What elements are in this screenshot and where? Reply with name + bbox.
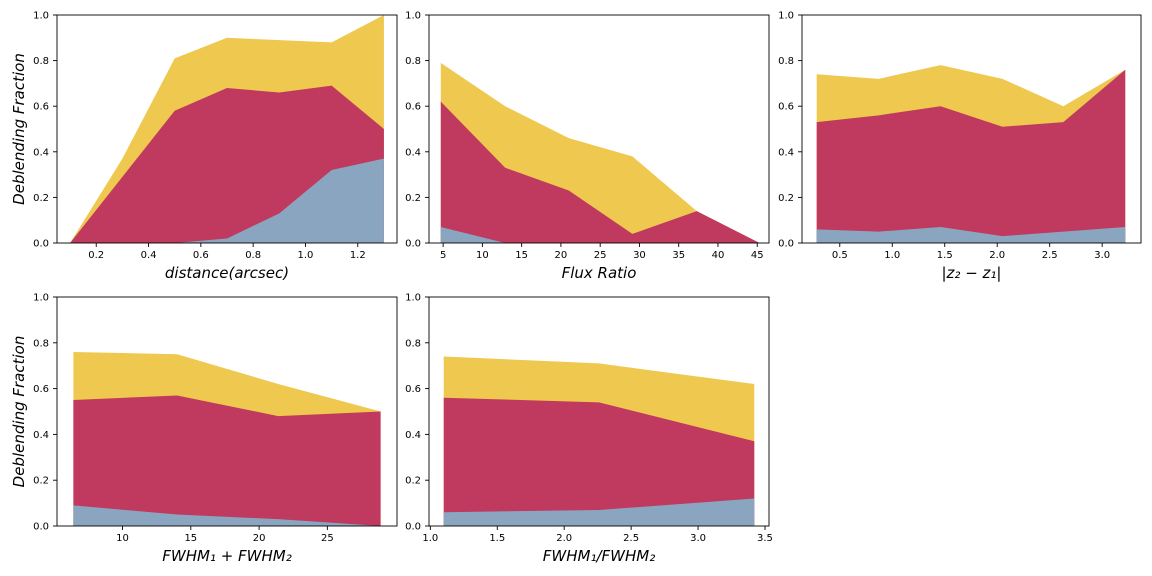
area-red-layer	[443, 397, 755, 526]
x-axis-label: FWHM₁/FWHM₂	[543, 547, 655, 565]
y-axis-label: Deblending Fraction	[10, 53, 28, 205]
x-tick-label: 2.5	[623, 533, 639, 544]
x-tick-label: 3.0	[690, 533, 706, 544]
x-axis-label: |z₂ − z₁|	[942, 264, 1002, 282]
subplot-3: 0.5 1.0 1.5 2.0 2.5 3.0 0.0 0.2 0.4 0.6 0.8 1.0 |z₂ …	[778, 11, 1142, 282]
x-tick-label: 25	[321, 533, 334, 544]
y-tick-label: 0.0	[33, 239, 49, 250]
y-tick-label: 0.2	[405, 193, 421, 204]
x-tick-label: 25	[594, 250, 607, 261]
y-tick-label: 0.6	[33, 384, 49, 395]
x-tick-label: 2.5	[1042, 250, 1058, 261]
x-axis-label: distance(arcsec)	[165, 264, 289, 282]
x-tick-label: 5	[440, 250, 446, 261]
axes-frame	[801, 14, 1142, 244]
x-tick-label: 10	[116, 533, 129, 544]
x-tick-label: 0.8	[245, 250, 261, 261]
axes-frame	[56, 296, 398, 527]
subplot-1: 0.2 0.4 0.6 0.8 1.0 1.2 0.0 0.2 0.4 0.6 0.8 1.0 dist…	[10, 11, 398, 282]
axes-frame	[56, 14, 398, 244]
y-tick-label: 0.6	[33, 102, 49, 113]
y-tick-label: 0.0	[405, 522, 421, 533]
y-tick-label: 0.4	[405, 430, 421, 441]
y-tick-label: 0.8	[405, 338, 421, 349]
y-tick-label: 0.8	[405, 56, 421, 67]
x-axis-label: Flux Ratio	[562, 264, 637, 282]
y-tick-label: 1.0	[405, 293, 421, 304]
x-tick-label: 45	[751, 250, 764, 261]
subplot-2: 5 10 15 20 25 30 35 40 45 0.0 0.2 0.4 0.6 0.8 1.0 Flux …	[405, 11, 770, 282]
x-tick-label: 0.2	[88, 250, 104, 261]
x-tick-label: 1.0	[298, 250, 314, 261]
y-tick-label: 0.0	[33, 522, 49, 533]
x-tick-label: 20	[555, 250, 568, 261]
y-tick-label: 0.6	[405, 102, 421, 113]
x-tick-label: 1.0	[884, 250, 900, 261]
x-tick-label: 0.5	[832, 250, 848, 261]
x-tick-label: 0.4	[141, 250, 157, 261]
x-tick-label: 1.0	[422, 533, 438, 544]
y-tick-label: 0.2	[33, 476, 49, 487]
area-red-layer	[816, 69, 1126, 243]
x-tick-label: 20	[253, 533, 266, 544]
x-tick-label: 0.6	[193, 250, 209, 261]
axes-frame	[428, 296, 770, 527]
y-tick-label: 0.8	[778, 56, 794, 67]
area-red-layer	[440, 101, 760, 243]
area-blue-layer	[70, 158, 384, 243]
area-blue-layer	[443, 498, 755, 526]
x-tick-label: 3.0	[1094, 250, 1110, 261]
x-tick-label: 35	[672, 250, 685, 261]
subplot-5: 1.0 1.5 2.0 2.5 3.0 3.5 0.0 0.2 0.4 0.6 0.8 1.0 FWHM…	[405, 293, 773, 566]
area-red-layer	[73, 395, 381, 526]
y-tick-label: 0.4	[33, 147, 49, 158]
area-blue-layer	[816, 227, 1126, 243]
y-axis-label: Deblending Fraction	[10, 336, 28, 488]
y-tick-label: 0.0	[405, 239, 421, 250]
y-tick-label: 0.6	[778, 102, 794, 113]
x-tick-label: 3.5	[757, 533, 773, 544]
y-tick-label: 0.2	[778, 193, 794, 204]
x-tick-label: 10	[476, 250, 489, 261]
y-tick-label: 1.0	[33, 11, 49, 22]
area-blue-layer	[440, 227, 760, 243]
area-blue-layer	[73, 505, 381, 526]
y-tick-label: 0.2	[405, 476, 421, 487]
x-tick-label: 1.2	[350, 250, 366, 261]
y-tick-label: 0.8	[33, 338, 49, 349]
x-tick-label: 2.0	[989, 250, 1005, 261]
y-tick-label: 0.4	[405, 147, 421, 158]
x-tick-label: 15	[515, 250, 528, 261]
x-tick-label: 15	[184, 533, 197, 544]
y-tick-label: 0.2	[33, 193, 49, 204]
y-tick-label: 0.8	[33, 56, 49, 67]
y-tick-label: 0.4	[778, 147, 794, 158]
y-tick-label: 1.0	[778, 11, 794, 22]
x-tick-label: 1.5	[489, 533, 505, 544]
x-tick-label: 40	[712, 250, 725, 261]
subplot-4: 10 15 20 25 0.0 0.2 0.4 0.6 0.8 1.0 FWHM₁ + FWHM₂ D…	[10, 293, 398, 565]
x-tick-label: 30	[633, 250, 646, 261]
y-tick-label: 1.0	[33, 293, 49, 304]
x-tick-label: 2.0	[556, 533, 572, 544]
y-tick-label: 0.6	[405, 384, 421, 395]
y-tick-label: 0.4	[33, 430, 49, 441]
x-axis-label: FWHM₁ + FWHM₂	[162, 547, 292, 565]
x-tick-label: 1.5	[937, 250, 953, 261]
y-tick-label: 0.0	[778, 239, 794, 250]
y-tick-label: 1.0	[405, 11, 421, 22]
axes-frame	[428, 14, 770, 244]
